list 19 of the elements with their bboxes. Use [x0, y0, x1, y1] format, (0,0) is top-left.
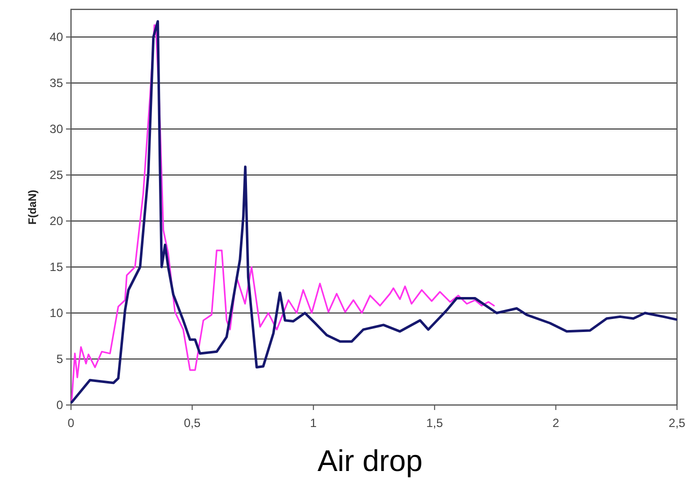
y-tick-label: 25: [50, 168, 64, 182]
y-tick-label: 15: [50, 260, 64, 274]
x-tick-label: 0,5: [184, 416, 201, 430]
text: Air drop: [317, 445, 423, 478]
x-tick-label: 1: [310, 416, 318, 430]
x-tick-label: 0: [68, 416, 75, 430]
y-tick-label: 35: [50, 76, 64, 90]
x-tick-label: 2: [552, 416, 560, 430]
y-tick-label: 40: [50, 30, 64, 44]
y-tick-label: 10: [50, 306, 64, 320]
y-tick-label: 20: [50, 214, 64, 228]
y-tick-label: 0: [56, 398, 64, 412]
y-tick-label: 5: [56, 352, 64, 366]
x-tick-label: 2,5: [668, 416, 686, 430]
line-series: [70, 20, 678, 404]
line-series: [70, 24, 495, 402]
x-tick-label: 1,5: [426, 416, 444, 430]
y-axis-title: F(daN): [27, 189, 39, 225]
y-tick-label: 30: [50, 122, 64, 136]
